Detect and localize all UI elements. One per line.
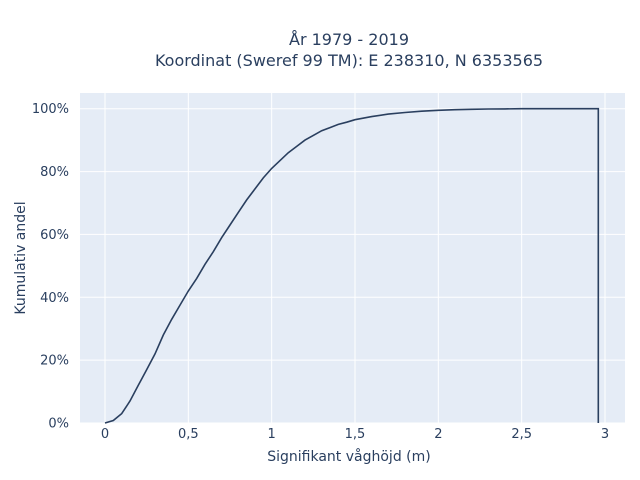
y-tick-label: 40% bbox=[40, 291, 69, 306]
grid bbox=[80, 93, 625, 424]
x-tick-label: 1 bbox=[268, 427, 276, 442]
chart-title-line1: År 1979 - 2019 bbox=[289, 30, 409, 49]
y-axis-ticks: 0% 20% 40% 60% 80% 100% bbox=[32, 102, 69, 431]
cdf-line bbox=[104, 107, 600, 424]
x-tick-label: 1,5 bbox=[345, 427, 366, 442]
x-tick-label: 2,5 bbox=[511, 427, 532, 442]
y-tick-label: 60% bbox=[40, 228, 69, 243]
y-tick-label: 100% bbox=[32, 102, 69, 117]
x-tick-label: 2 bbox=[434, 427, 442, 442]
y-axis-title: Kumulativ andel bbox=[13, 201, 29, 314]
chart-title-line2: Koordinat (Sweref 99 TM): E 238310, N 63… bbox=[155, 51, 543, 70]
y-tick-label: 20% bbox=[40, 354, 69, 369]
x-axis-title: Signifikant våghöjd (m) bbox=[267, 448, 430, 465]
x-tick-label: 3 bbox=[601, 427, 609, 442]
y-tick-label: 0% bbox=[48, 417, 69, 432]
x-tick-label: 0 bbox=[101, 427, 109, 442]
x-tick-label: 0,5 bbox=[178, 427, 199, 442]
plot-background bbox=[80, 93, 625, 423]
y-tick-label: 80% bbox=[40, 165, 69, 180]
x-axis-ticks: 0 0,5 1 1,5 2 2,5 3 bbox=[101, 427, 609, 442]
